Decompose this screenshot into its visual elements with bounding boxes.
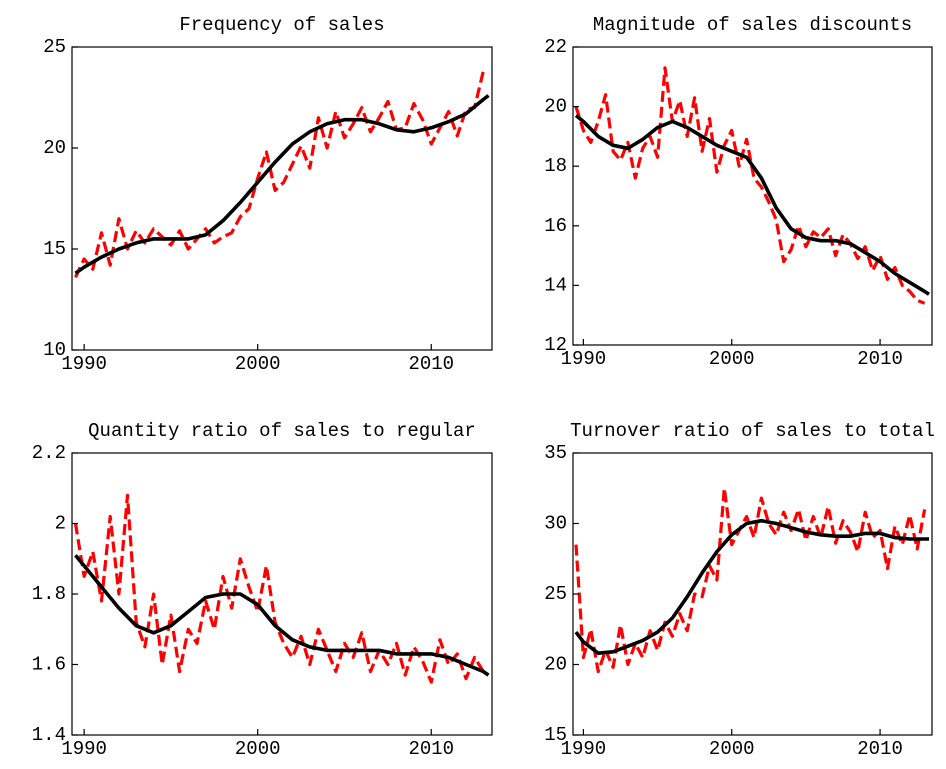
y-tick-label: 1.8 — [32, 583, 66, 605]
trend-line — [74, 554, 490, 677]
trend-line — [574, 518, 929, 655]
chart-title: Turnover ratio of sales to total — [570, 420, 935, 442]
y-tick-label: 14 — [544, 274, 567, 296]
trend-line — [574, 114, 930, 296]
data-line — [74, 70, 485, 278]
y-tick-label: 12 — [544, 334, 567, 356]
x-tick-label: 2010 — [857, 348, 903, 370]
y-tick-label: 25 — [544, 583, 567, 605]
x-tick-label: 2000 — [709, 348, 755, 370]
y-tick-label: 22 — [544, 36, 567, 58]
x-tick-label: 2010 — [408, 738, 454, 760]
data-line — [574, 486, 927, 674]
x-tick-label: 1990 — [561, 348, 607, 370]
y-tick-label: 2.2 — [32, 442, 66, 464]
y-tick-label: 1.6 — [32, 654, 66, 676]
y-tick-label: 25 — [43, 36, 66, 58]
x-tick-label: 2000 — [235, 738, 281, 760]
plot-area — [74, 70, 490, 278]
data-line — [574, 66, 926, 305]
trend-line — [74, 94, 490, 275]
data-line — [73, 493, 485, 684]
chart-title: Frequency of sales — [179, 14, 384, 36]
y-tick-label: 18 — [544, 155, 567, 177]
plot-frame — [572, 46, 933, 346]
y-tick-label: 10 — [43, 339, 66, 361]
panel: Quantity ratio of sales to regular 1.4 1.6… — [32, 420, 493, 760]
x-tick-label: 2000 — [709, 738, 755, 760]
y-tick-label: 16 — [544, 215, 567, 237]
chart-title: Quantity ratio of sales to regular — [88, 420, 476, 442]
panel: Turnover ratio of sales to total 15 20 25 30… — [544, 420, 935, 760]
x-tick-label: 1990 — [561, 738, 607, 760]
plot-frame — [572, 452, 933, 736]
y-tick-label: 20 — [43, 137, 66, 159]
y-tick-label: 20 — [544, 654, 567, 676]
plot-frame — [71, 46, 493, 351]
y-tick-label: 20 — [544, 96, 567, 118]
plot-area — [574, 486, 929, 674]
plot-area — [73, 493, 490, 684]
chart-title: Magnitude of sales discounts — [593, 14, 912, 36]
x-tick-label: 1990 — [61, 353, 107, 375]
y-tick-label: 15 — [544, 724, 567, 746]
y-tick-label: 1.4 — [32, 724, 66, 746]
y-tick-label: 15 — [43, 238, 66, 260]
y-tick-label: 30 — [544, 513, 567, 535]
y-tick-label: 2 — [55, 513, 66, 535]
x-tick-label: 2010 — [857, 738, 903, 760]
y-tick-label: 35 — [544, 442, 567, 464]
x-tick-label: 2000 — [235, 353, 281, 375]
panel: Frequency of sales 10 15 20 25 1990 2000 2010 — [43, 14, 493, 375]
x-tick-label: 1990 — [61, 738, 107, 760]
panel: Magnitude of sales discounts 12 14 16 18 20 22… — [544, 14, 933, 370]
plot-area — [574, 66, 930, 305]
x-tick-label: 2010 — [408, 353, 454, 375]
